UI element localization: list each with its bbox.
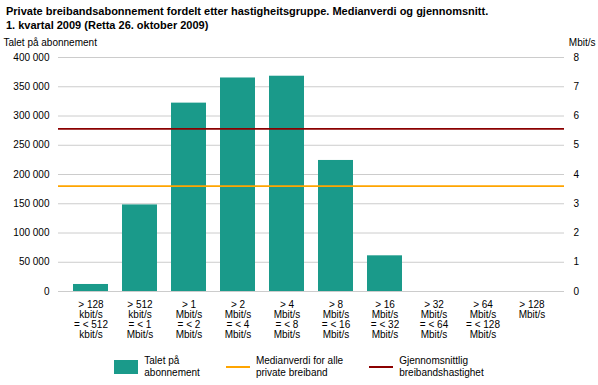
svg-text:Mbit/s: Mbit/s: [569, 36, 596, 47]
svg-text:300 000: 300 000: [13, 110, 50, 121]
svg-text:100 000: 100 000: [13, 227, 50, 238]
svg-text:> 512kbit/s= < 1Mbit/s: > 512kbit/s= < 1Mbit/s: [127, 298, 154, 339]
svg-text:0: 0: [574, 285, 580, 296]
svg-text:> 4Mbit/s= < 8Mbit/s: > 4Mbit/s= < 8Mbit/s: [274, 298, 301, 339]
svg-text:2: 2: [574, 227, 580, 238]
svg-text:Talet på abonnement: Talet på abonnement: [4, 36, 98, 47]
svg-text:150 000: 150 000: [13, 198, 50, 209]
svg-text:> 2Mbit/s= < 4Mbit/s: > 2Mbit/s= < 4Mbit/s: [225, 298, 252, 339]
html-text:1. kvartal 2009 (Retta 26. okt: 1. kvartal 2009 (Retta 26. oktober 2009): [6, 19, 209, 32]
svg-text:1: 1: [574, 256, 580, 267]
svg-text:> 16Mbit/s= < 32Mbit/s: > 16Mbit/s= < 32Mbit/s: [371, 298, 400, 339]
svg-text:> 1Mbit/s= < 2Mbit/s: > 1Mbit/s= < 2Mbit/s: [176, 298, 203, 339]
svg-text:> 8Mbit/s= < 16Mbit/s: > 8Mbit/s= < 16Mbit/s: [322, 298, 351, 339]
svg-text:350 000: 350 000: [13, 81, 50, 92]
svg-text:6: 6: [574, 110, 580, 121]
html-text:Private breibandsabonnement fo: Private breibandsabonnement fordelt ette…: [6, 5, 489, 17]
svg-text:> 64Mbit/s= < 128Mbit/s: > 64Mbit/s= < 128Mbit/s: [466, 298, 500, 339]
svg-text:50 000: 50 000: [19, 256, 50, 267]
svg-text:8: 8: [574, 51, 580, 62]
html-text:Gjennomsnittlig breibandshasti: Gjennomsnittlig breibandshastighet: [399, 354, 484, 378]
svg-text:> 128kbit/s= < 512kbit/s: > 128kbit/s= < 512kbit/s: [74, 298, 108, 339]
svg-text:400 000: 400 000: [13, 51, 50, 62]
html-text:Talet på abonnement: Talet på abonnement: [144, 354, 200, 378]
svg-text:7: 7: [574, 81, 580, 92]
svg-text:200 000: 200 000: [13, 168, 50, 179]
svg-text:> 128Mbit/s: > 128Mbit/s: [519, 298, 546, 319]
svg-text:4: 4: [574, 168, 580, 179]
svg-text:3: 3: [574, 198, 580, 209]
svg-text:0: 0: [44, 285, 50, 296]
svg-text:> 32Mbit/s= < 64Mbit/s: > 32Mbit/s= < 64Mbit/s: [420, 298, 449, 339]
html-text:Medianverdi for alle private b: Medianverdi for alle private breiband: [255, 354, 344, 378]
svg-text:5: 5: [574, 139, 580, 150]
svg-text:250 000: 250 000: [13, 139, 50, 150]
